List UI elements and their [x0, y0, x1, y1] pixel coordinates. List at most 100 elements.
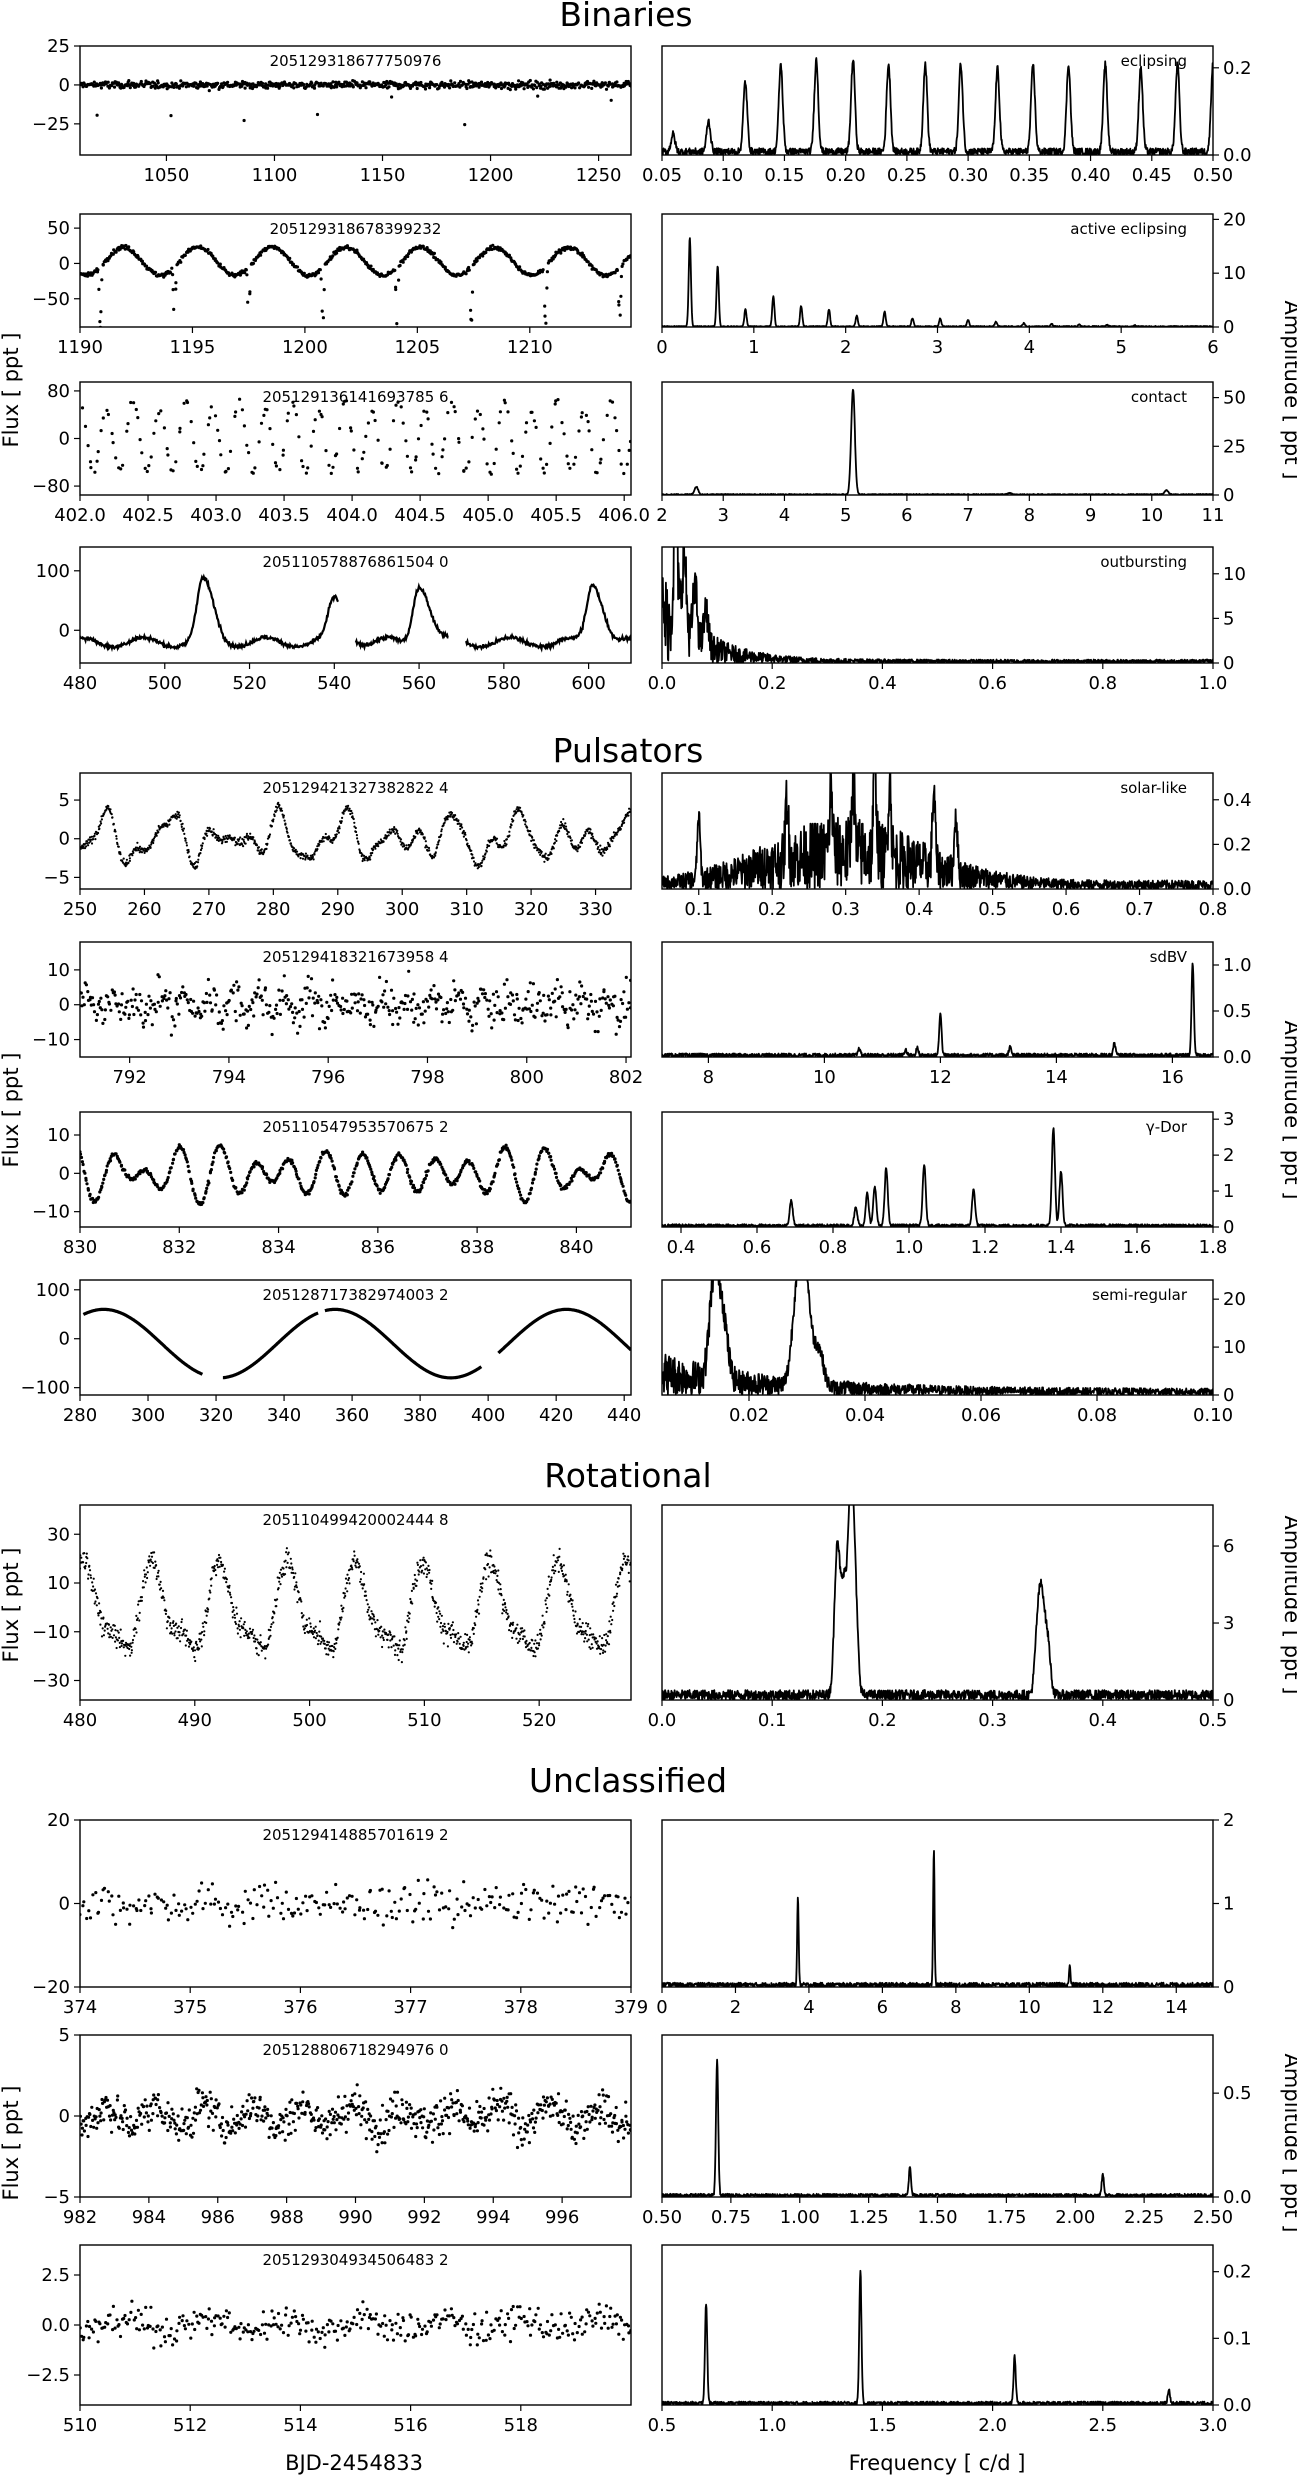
- y-tick-label: 0: [59, 829, 70, 850]
- data-point: [516, 997, 519, 1000]
- data-point: [171, 1627, 173, 1629]
- data-point: [313, 87, 316, 90]
- data-point: [220, 1561, 222, 1563]
- data-point: [408, 1176, 411, 1179]
- data-point: [493, 1004, 496, 1007]
- data-point: [100, 278, 103, 281]
- data-point: [310, 445, 313, 448]
- data-point: [144, 1019, 147, 1022]
- data-point: [97, 450, 100, 453]
- data-point: [452, 979, 455, 982]
- data-point: [612, 837, 614, 839]
- x-tick-label: 830: [63, 1237, 97, 1258]
- data-point: [351, 812, 353, 814]
- data-point: [371, 1623, 373, 1625]
- data-point: [352, 815, 354, 817]
- data-point: [602, 438, 605, 441]
- x-tick-label: 6: [901, 505, 912, 526]
- data-point: [586, 1017, 589, 1020]
- data-point: [515, 993, 518, 996]
- data-point: [175, 997, 178, 1000]
- data-point: [430, 443, 433, 446]
- data-point: [124, 1006, 127, 1009]
- data-point: [338, 1185, 341, 1188]
- data-point: [179, 79, 182, 82]
- data-point: [359, 1581, 361, 1583]
- data-point: [510, 826, 512, 828]
- data-point: [171, 1162, 174, 1165]
- data-point: [344, 1592, 346, 1594]
- data-point: [467, 1020, 470, 1023]
- data-point: [521, 811, 523, 813]
- data-point: [308, 1617, 310, 1619]
- data-point: [113, 823, 115, 825]
- x-tick-label: 802: [609, 1067, 643, 1088]
- data-point: [503, 983, 506, 986]
- data-point: [341, 997, 344, 1000]
- data-point: [186, 844, 188, 846]
- data-point: [119, 1642, 121, 1644]
- data-point: [180, 991, 183, 994]
- data-point: [555, 1176, 558, 1179]
- data-point: [349, 1568, 351, 1570]
- data-point: [192, 441, 195, 444]
- data-point: [166, 1627, 168, 1629]
- data-point: [481, 427, 484, 430]
- data-point: [83, 1552, 85, 1554]
- data-point: [284, 823, 286, 825]
- data-point: [252, 1165, 255, 1168]
- data-point: [142, 1026, 145, 1029]
- data-point: [406, 1168, 409, 1171]
- data-point: [296, 1601, 298, 1603]
- data-point: [312, 856, 314, 858]
- data-point: [470, 850, 472, 852]
- data-point: [93, 471, 96, 474]
- data-point: [369, 858, 371, 860]
- data-point: [534, 1016, 537, 1019]
- data-point: [209, 828, 211, 830]
- data-point: [243, 1012, 246, 1015]
- x-tick-label: 0.8: [1199, 899, 1228, 920]
- data-point: [111, 432, 114, 435]
- data-point: [182, 1633, 184, 1635]
- data-point: [284, 1573, 286, 1575]
- data-point: [543, 315, 546, 318]
- data-point: [583, 992, 586, 995]
- data-point: [338, 1624, 340, 1626]
- data-point: [499, 410, 502, 413]
- data-point: [215, 993, 218, 996]
- data-point: [320, 1004, 323, 1007]
- x-tick-label: 838: [460, 1237, 494, 1258]
- data-point: [514, 1177, 517, 1180]
- data-point: [559, 252, 562, 255]
- data-point: [100, 1008, 103, 1011]
- data-point: [180, 820, 182, 822]
- data-point: [306, 986, 309, 989]
- data-point: [335, 1642, 337, 1644]
- data-point: [360, 1578, 362, 1580]
- data-point: [100, 1185, 103, 1188]
- data-point: [115, 251, 118, 254]
- data-point: [572, 463, 575, 466]
- data-point: [323, 288, 326, 291]
- data-point: [332, 999, 335, 1002]
- data-point: [591, 833, 593, 835]
- data-point: [132, 987, 135, 990]
- data-point: [470, 319, 473, 322]
- data-layer: [77, 398, 632, 476]
- y-tick-label: −25: [32, 114, 70, 135]
- x-tick-label: 404.5: [394, 505, 446, 526]
- x-tick-label: 300: [385, 899, 419, 920]
- data-point: [114, 1629, 116, 1631]
- data-point: [327, 1017, 330, 1020]
- data-point: [308, 1192, 311, 1195]
- data-point: [404, 439, 407, 442]
- data-point: [271, 443, 274, 446]
- data-point: [463, 836, 465, 838]
- data-point: [132, 401, 135, 404]
- data-point: [524, 823, 526, 825]
- data-point: [589, 993, 592, 996]
- x-tick-label: 0.6: [743, 1237, 772, 1258]
- data-point: [370, 854, 372, 856]
